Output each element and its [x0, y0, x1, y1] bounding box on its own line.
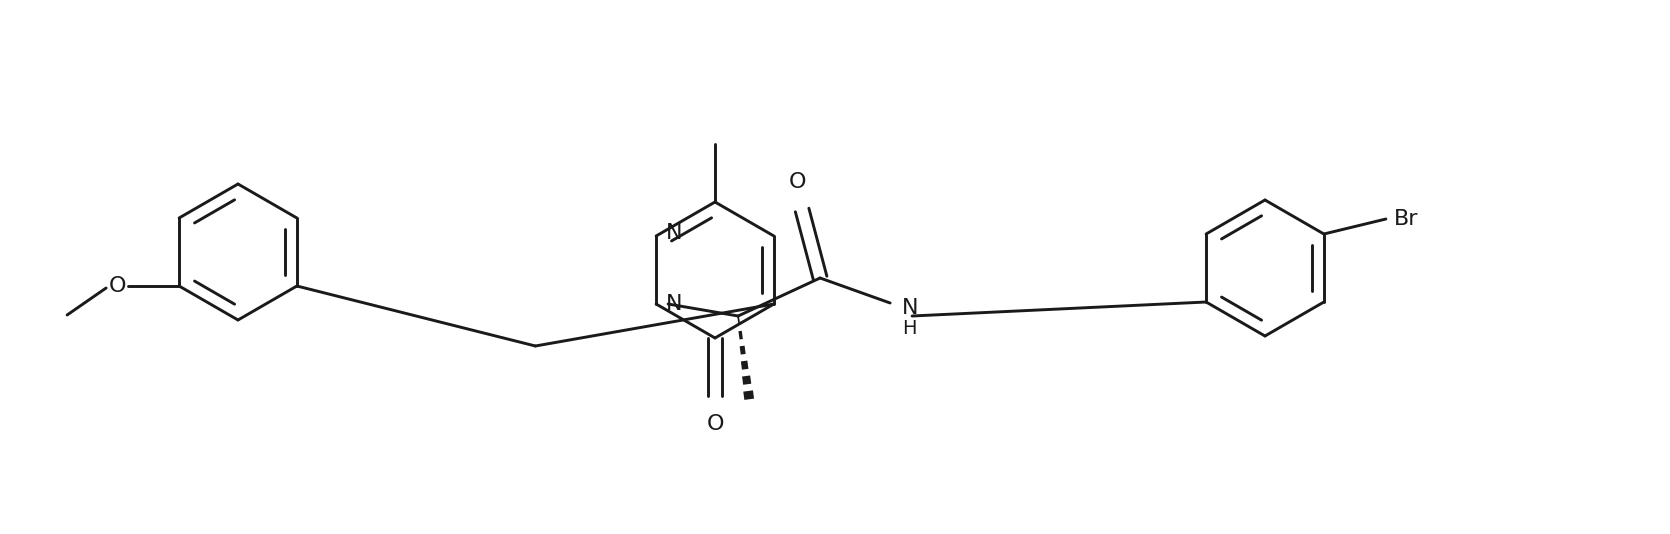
Text: O: O	[706, 414, 723, 434]
Text: O: O	[109, 276, 125, 296]
Text: N: N	[902, 298, 919, 318]
Text: N: N	[666, 223, 683, 243]
Text: H: H	[902, 318, 917, 337]
Text: Br: Br	[1394, 209, 1418, 229]
Text: O: O	[788, 172, 807, 192]
Text: N: N	[666, 294, 683, 314]
